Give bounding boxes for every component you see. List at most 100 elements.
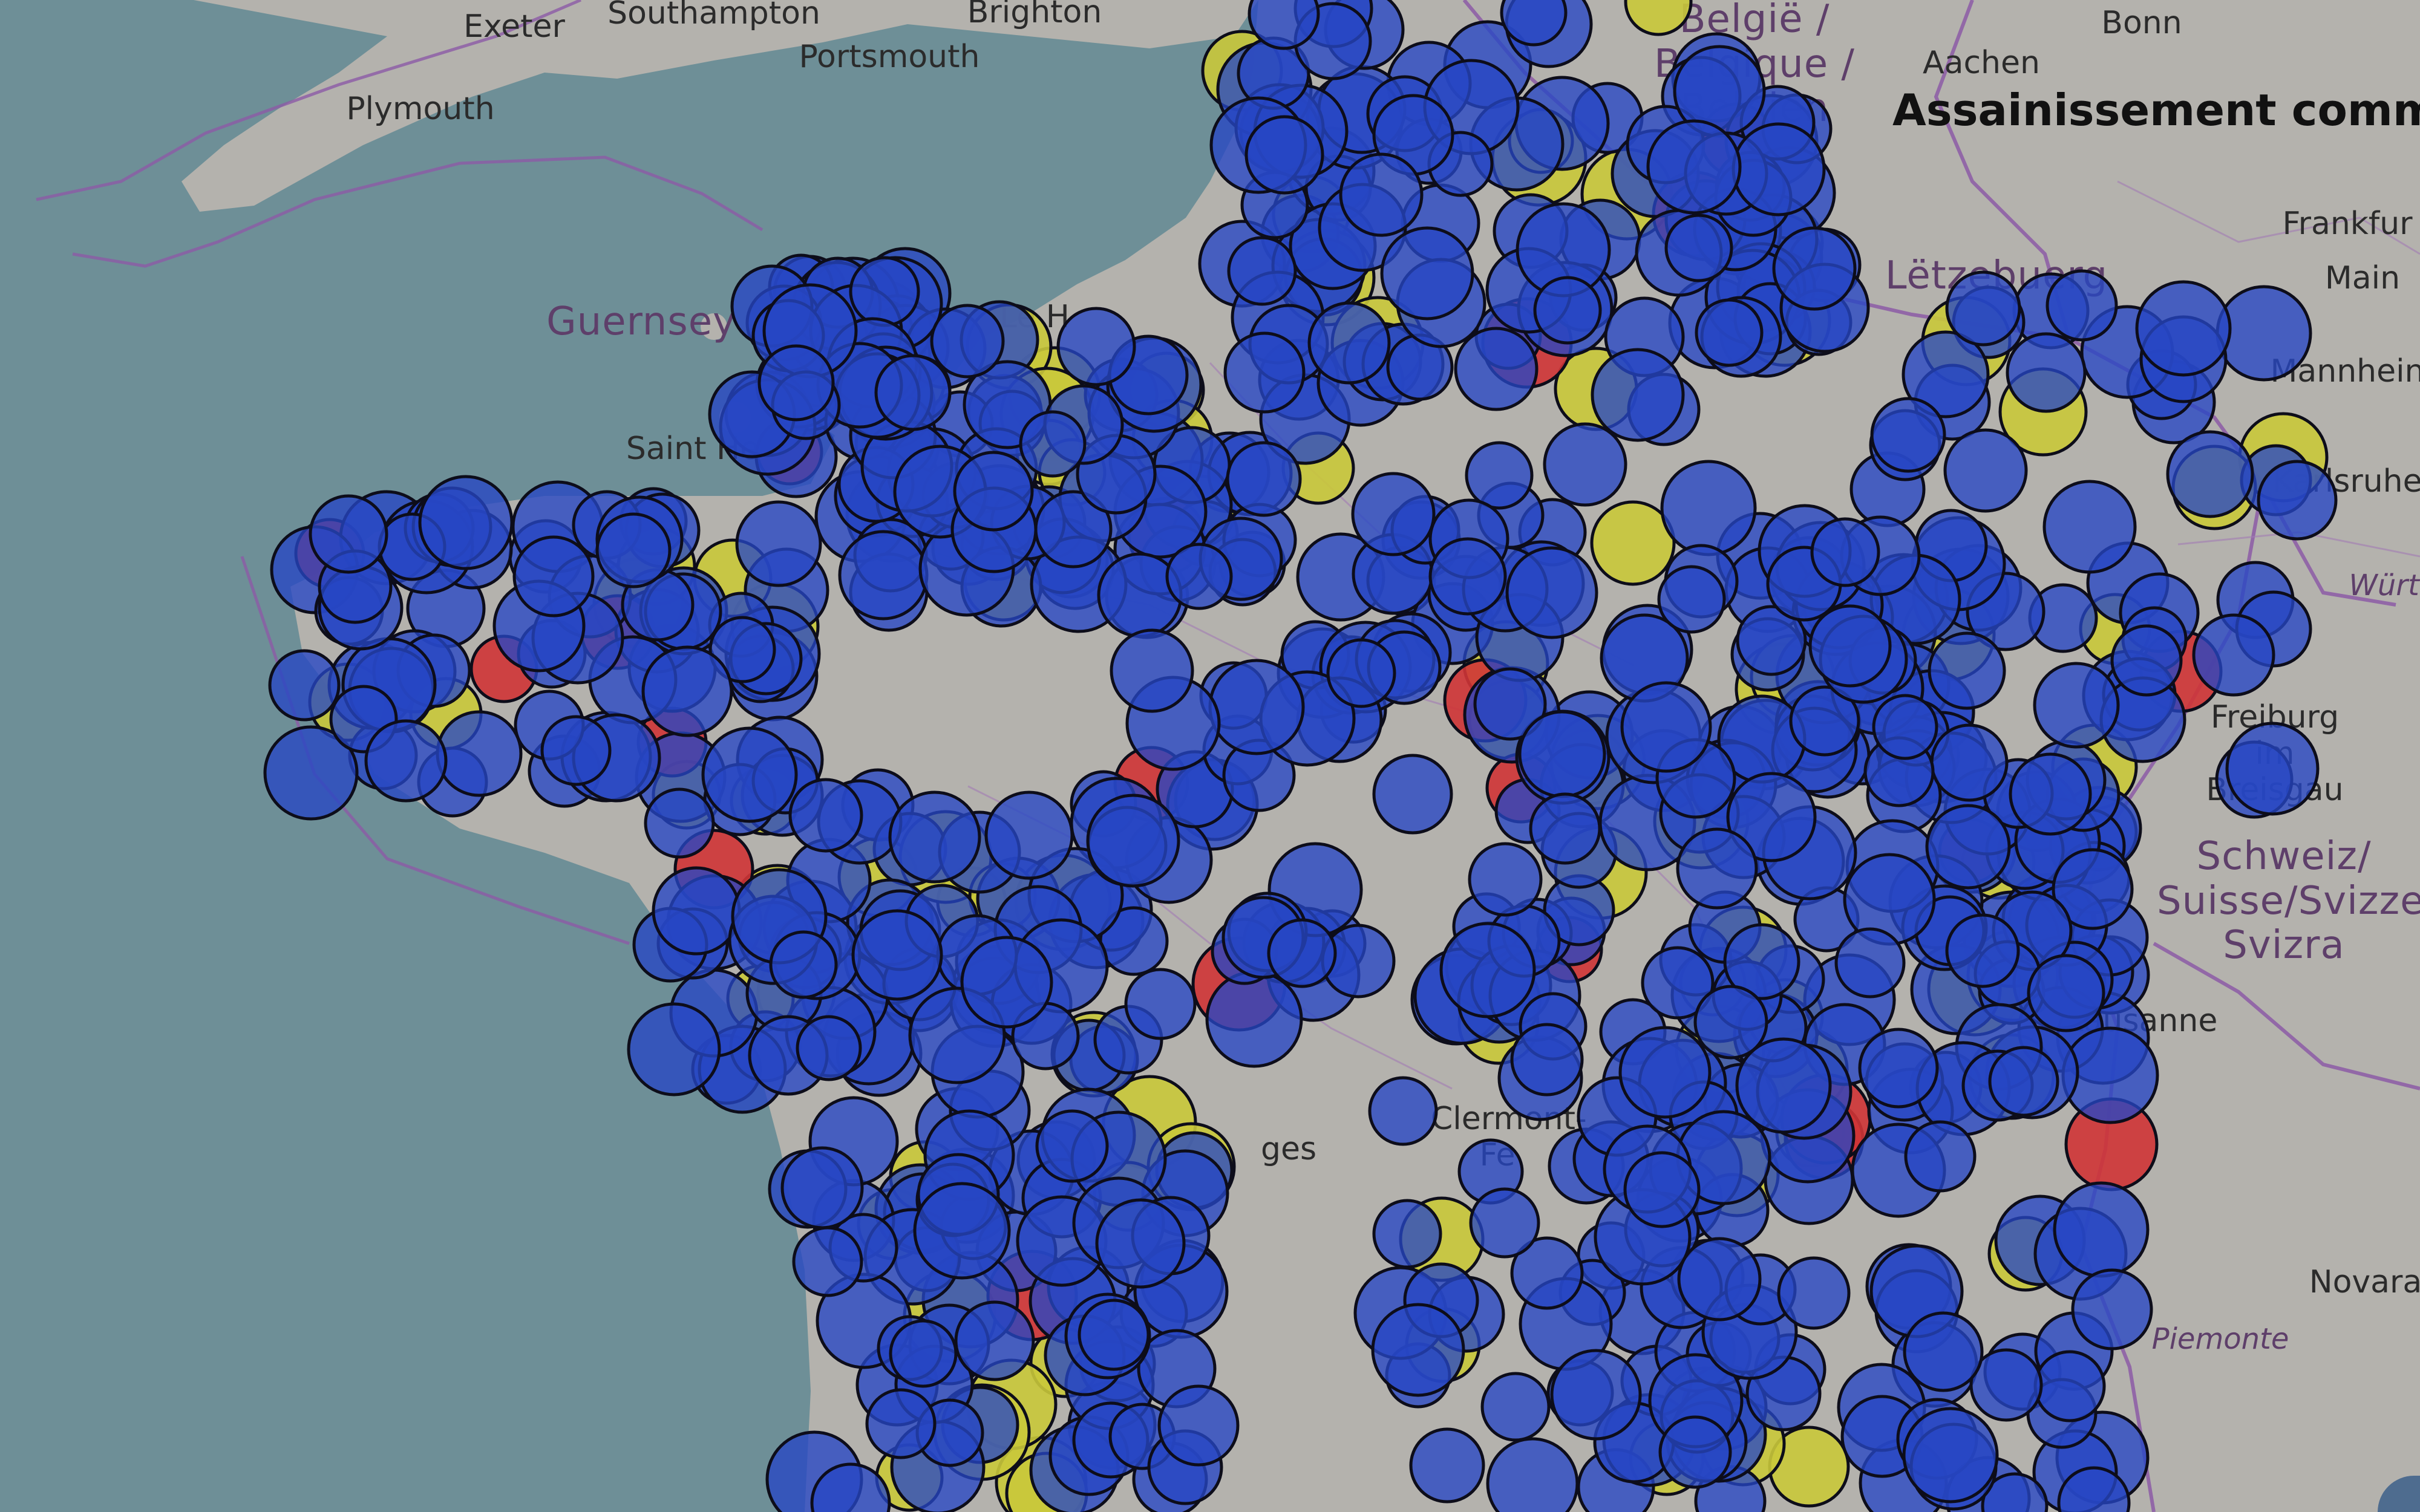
station-marker-blue[interactable] [1078, 1299, 1150, 1371]
station-marker-blue[interactable] [1945, 270, 2021, 347]
station-marker-blue[interactable] [2192, 613, 2275, 697]
station-marker-blue[interactable] [2053, 1181, 2150, 1278]
station-marker-blue[interactable] [1676, 827, 1758, 910]
station-marker-blue[interactable] [953, 451, 1034, 532]
station-marker-blue[interactable] [1657, 565, 1726, 634]
station-marker-blue[interactable] [851, 909, 943, 1001]
station-marker-blue[interactable] [913, 1182, 1011, 1280]
station-marker-blue[interactable] [1808, 604, 1892, 688]
station-marker-blue[interactable] [1465, 441, 1534, 510]
station-marker-blue[interactable] [1326, 638, 1396, 708]
station-marker-blue[interactable] [1902, 1407, 1999, 1504]
station-marker-blue[interactable] [1834, 927, 1906, 999]
station-marker-blue[interactable] [1518, 710, 1606, 798]
station-marker-blue[interactable] [2046, 269, 2118, 342]
station-marker-blue[interactable] [540, 715, 612, 786]
station-marker-blue[interactable] [984, 790, 1074, 880]
station-marker-blue[interactable] [1543, 422, 1627, 507]
station-marker-blue[interactable] [2042, 480, 2137, 574]
station-marker-blue[interactable] [1870, 397, 1946, 473]
station-marker-blue[interactable] [1473, 667, 1547, 741]
station-marker-blue[interactable] [1510, 1023, 1584, 1097]
station-marker-blue[interactable] [1660, 460, 1757, 556]
station-marker-blue[interactable] [2216, 285, 2312, 382]
station-marker-blue[interactable] [1244, 115, 1324, 195]
station-marker-blue[interactable] [1550, 1349, 1642, 1441]
station-marker-blue[interactable] [1428, 537, 1507, 616]
station-marker-blue[interactable] [512, 535, 595, 618]
station-marker-blue[interactable] [2009, 752, 2092, 836]
station-marker-blue[interactable] [874, 354, 952, 431]
station-marker-blue[interactable] [1810, 517, 1880, 587]
station-marker-yellow[interactable] [1590, 500, 1676, 586]
station-marker-blue[interactable] [1368, 1076, 1438, 1146]
station-marker-blue[interactable] [1339, 152, 1424, 237]
station-marker-blue[interactable] [1677, 1237, 1762, 1321]
station-marker-blue[interactable] [268, 649, 341, 722]
station-marker-blue[interactable] [1904, 1120, 1977, 1193]
station-marker-blue[interactable] [1307, 301, 1391, 385]
station-marker-blue[interactable] [644, 787, 715, 859]
station-marker-blue[interactable] [780, 1146, 864, 1230]
station-marker-blue[interactable] [595, 512, 672, 588]
station-marker-blue[interactable] [1380, 226, 1474, 321]
station-marker-blue[interactable] [1858, 1028, 1939, 1109]
station-marker-blue[interactable] [627, 1002, 721, 1097]
station-marker-blue[interactable] [1372, 1199, 1442, 1269]
station-marker-blue[interactable] [1157, 1384, 1240, 1467]
station-marker-blue[interactable] [1732, 122, 1826, 217]
station-marker-blue[interactable] [418, 475, 514, 570]
station-marker-blue[interactable] [1591, 348, 1685, 442]
station-marker-blue[interactable] [2027, 954, 2105, 1032]
station-marker-blue[interactable] [792, 1226, 863, 1297]
station-marker-blue[interactable] [1480, 1372, 1551, 1442]
station-marker-blue[interactable] [1735, 1037, 1832, 1134]
station-marker-blue[interactable] [1988, 1046, 2059, 1117]
station-marker-blue[interactable] [1500, 0, 1568, 47]
station-marker-blue[interactable] [1124, 968, 1197, 1040]
station-marker-blue[interactable] [1930, 723, 2009, 802]
station-marker-blue[interactable] [1529, 792, 1601, 865]
station-marker-yellow[interactable] [1624, 0, 1693, 36]
station-marker-blue[interactable] [960, 936, 1053, 1029]
station-marker-blue[interactable] [2033, 662, 2120, 749]
station-marker-blue[interactable] [1925, 804, 2011, 890]
station-marker-blue[interactable] [735, 500, 822, 587]
station-marker-blue[interactable] [888, 790, 981, 884]
station-marker-blue[interactable] [1205, 970, 1303, 1068]
station-marker-blue[interactable] [309, 494, 388, 574]
station-marker-blue[interactable] [1789, 685, 1860, 757]
station-marker-blue[interactable] [2071, 1268, 2153, 1351]
station-marker-blue[interactable] [1695, 298, 1764, 367]
station-marker-blue[interactable] [1351, 472, 1436, 556]
station-marker-blue[interactable] [1664, 213, 1733, 282]
station-marker-blue[interactable] [1056, 307, 1136, 386]
station-marker-blue[interactable] [701, 726, 798, 823]
station-marker-blue[interactable] [769, 930, 838, 999]
station-marker-blue[interactable] [1777, 1256, 1851, 1330]
station-marker-blue[interactable] [1409, 1427, 1485, 1504]
station-marker-blue[interactable] [2166, 430, 2254, 518]
station-marker-blue[interactable] [2135, 280, 2232, 377]
station-marker-blue[interactable] [1620, 681, 1712, 773]
station-marker-blue[interactable] [1981, 1472, 2049, 1512]
station-marker-blue[interactable] [1641, 946, 1715, 1020]
station-marker-blue[interactable] [364, 719, 448, 803]
station-marker-blue[interactable] [1945, 913, 2020, 988]
station-marker-blue[interactable] [708, 616, 776, 683]
station-marker-blue[interactable] [1439, 922, 1536, 1018]
station-marker-blue[interactable] [810, 1462, 891, 1512]
station-marker-blue[interactable] [1902, 330, 1990, 419]
station-marker-blue[interactable] [1736, 605, 1807, 676]
station-marker-blue[interactable] [1468, 842, 1543, 917]
station-marker-blue[interactable] [1223, 331, 1306, 414]
station-marker-blue[interactable] [1227, 236, 1297, 306]
station-marker-blue[interactable] [641, 645, 733, 737]
station-marker-blue[interactable] [757, 344, 835, 422]
station-marker-blue[interactable] [1454, 327, 1539, 411]
station-marker-blue[interactable] [1371, 1303, 1465, 1397]
station-marker-blue[interactable] [1723, 923, 1800, 1000]
station-marker-blue[interactable] [2033, 1350, 2106, 1422]
station-marker-blue[interactable] [788, 778, 863, 853]
